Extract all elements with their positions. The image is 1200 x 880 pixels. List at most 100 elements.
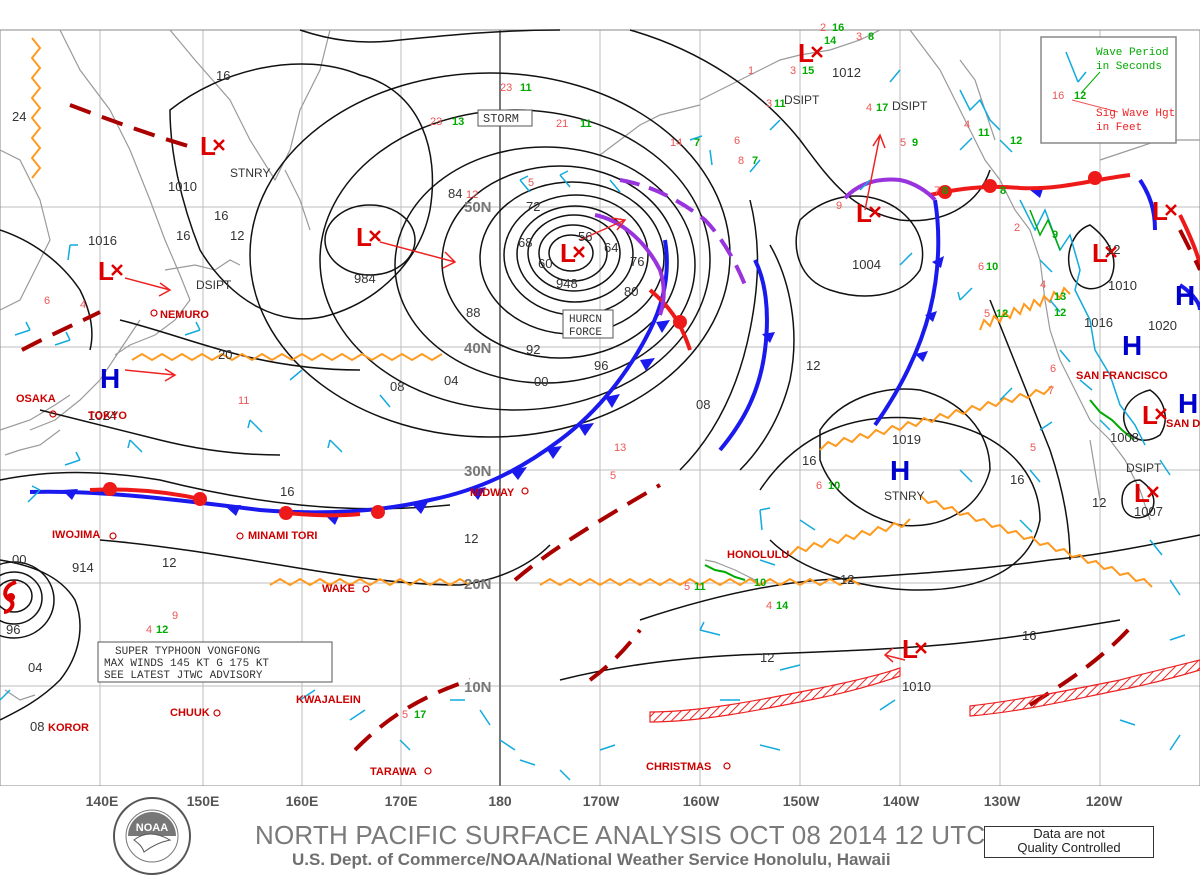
svg-text:FORCE: FORCE <box>569 327 602 339</box>
warm-front-bumps <box>103 171 1102 520</box>
svg-text:STNRY: STNRY <box>230 166 270 180</box>
svg-text:17: 17 <box>414 709 426 721</box>
svg-text:16: 16 <box>216 68 230 83</box>
isobars <box>0 29 1200 721</box>
svg-text:DSIPT: DSIPT <box>1126 461 1162 475</box>
svg-text:23: 23 <box>500 82 512 94</box>
svg-text:5: 5 <box>684 581 690 593</box>
svg-text:1016: 1016 <box>88 233 117 248</box>
longitude-label: 120W <box>1085 793 1123 809</box>
svg-text:4: 4 <box>866 102 872 114</box>
svg-text:OSAKA: OSAKA <box>16 393 56 405</box>
svg-text:WAKE: WAKE <box>322 583 355 595</box>
ridges <box>30 37 1153 588</box>
longitude-label: 160W <box>682 793 720 809</box>
svg-text:20N: 20N <box>464 576 492 593</box>
svg-text:5: 5 <box>402 709 408 721</box>
low-center: L <box>1134 478 1150 508</box>
svg-text:7: 7 <box>694 137 700 149</box>
longitude-label: 170W <box>582 793 620 809</box>
svg-text:14: 14 <box>824 35 837 47</box>
svg-text:10: 10 <box>828 480 840 492</box>
svg-text:4: 4 <box>80 299 86 311</box>
svg-text:12: 12 <box>230 228 244 243</box>
svg-text:in Feet: in Feet <box>1096 122 1142 134</box>
svg-text:DSIPT: DSIPT <box>784 93 820 107</box>
svg-text:IWOJIMA: IWOJIMA <box>52 529 100 541</box>
svg-text:TARAWA: TARAWA <box>370 766 417 778</box>
tropical-cyclone-symbol <box>3 580 17 614</box>
wind-barbs <box>0 69 1186 781</box>
quality-control-notice: Data are not Quality Controlled <box>984 826 1154 858</box>
svg-text:11: 11 <box>238 395 249 407</box>
svg-text:6: 6 <box>978 261 984 273</box>
low-center: L <box>902 634 918 664</box>
gale-areas <box>649 659 1200 723</box>
low-center-marks <box>111 46 1177 654</box>
longitude-label: 180 <box>488 793 512 809</box>
low-center: L <box>356 222 372 252</box>
svg-text:12: 12 <box>464 531 478 546</box>
svg-text:5: 5 <box>984 308 990 320</box>
svg-text:1: 1 <box>748 65 754 77</box>
svg-text:MAX WINDS 145 KT G 175 KT: MAX WINDS 145 KT G 175 KT <box>104 658 269 670</box>
svg-text:50N: 50N <box>464 199 492 216</box>
longitude-label: 150E <box>186 793 220 809</box>
svg-text:21: 21 <box>556 118 568 130</box>
svg-text:SAN FRANCISCO: SAN FRANCISCO <box>1076 370 1168 382</box>
svg-text:7: 7 <box>934 185 940 197</box>
svg-text:12: 12 <box>1010 135 1022 147</box>
svg-text:23: 23 <box>430 116 442 128</box>
latitude-labels: 50N 40N 30N 20N 10N <box>464 199 492 696</box>
longitude-label: 140E <box>85 793 119 809</box>
svg-text:16: 16 <box>214 208 228 223</box>
svg-text:1007: 1007 <box>1134 504 1163 519</box>
svg-text:6: 6 <box>816 480 822 492</box>
svg-text:92: 92 <box>526 342 540 357</box>
svg-text:8: 8 <box>738 155 744 167</box>
svg-text:08: 08 <box>30 719 44 734</box>
svg-text:in Seconds: in Seconds <box>1096 61 1162 73</box>
svg-text:11: 11 <box>978 127 990 139</box>
svg-text:SUPER TYPHOON VONGFONG: SUPER TYPHOON VONGFONG <box>115 646 260 658</box>
low-center: L <box>1142 400 1158 430</box>
svg-text:5: 5 <box>528 177 534 189</box>
svg-text:84: 84 <box>448 186 462 201</box>
station-labels: NEMURO OSAKA TOKYO IWOJIMA MINAMI TORI W… <box>16 309 1200 778</box>
wave-heights: 2 3 1 3 3 4 5 6 8 23 23 21 14 12 5 6 4 9… <box>44 22 1056 721</box>
svg-text:00: 00 <box>12 552 26 567</box>
occluded-fronts <box>594 177 937 316</box>
svg-text:5: 5 <box>900 137 906 149</box>
svg-text:4: 4 <box>766 600 772 612</box>
noaa-logo-icon: NOAA <box>113 797 191 875</box>
svg-text:16: 16 <box>1022 628 1036 643</box>
low-center: L <box>856 198 872 228</box>
low-center: L <box>560 238 576 268</box>
high-pressure-centers: H H H H H <box>100 280 1198 486</box>
svg-text:HONOLULU: HONOLULU <box>727 549 789 561</box>
svg-text:1010: 1010 <box>168 179 197 194</box>
svg-text:1010: 1010 <box>1108 278 1137 293</box>
longitude-label: 170E <box>384 793 418 809</box>
svg-text:2: 2 <box>820 22 826 34</box>
svg-text:NOAA: NOAA <box>136 822 168 834</box>
svg-text:DSIPT: DSIPT <box>892 99 928 113</box>
svg-text:12: 12 <box>840 572 854 587</box>
svg-text:16: 16 <box>176 228 190 243</box>
high-center: H <box>1175 280 1195 311</box>
svg-text:6: 6 <box>1050 363 1056 375</box>
isobar-labels: 24 1010 1016 16 12 984 88 92 96 00 04 08… <box>6 65 1177 734</box>
low-center: L <box>200 131 216 161</box>
svg-text:12: 12 <box>1092 495 1106 510</box>
low-center: L <box>98 256 114 286</box>
longitude-label: 130W <box>983 793 1021 809</box>
svg-text:9: 9 <box>1052 229 1058 241</box>
svg-text:24: 24 <box>12 109 26 124</box>
svg-text:10N: 10N <box>464 679 492 696</box>
svg-text:11: 11 <box>580 118 592 130</box>
svg-text:6: 6 <box>734 135 740 147</box>
longitude-label: 160E <box>285 793 319 809</box>
svg-text:KWAJALEIN: KWAJALEIN <box>296 694 361 706</box>
low-center: L <box>1092 238 1108 268</box>
storm-label: STORM <box>477 109 533 127</box>
